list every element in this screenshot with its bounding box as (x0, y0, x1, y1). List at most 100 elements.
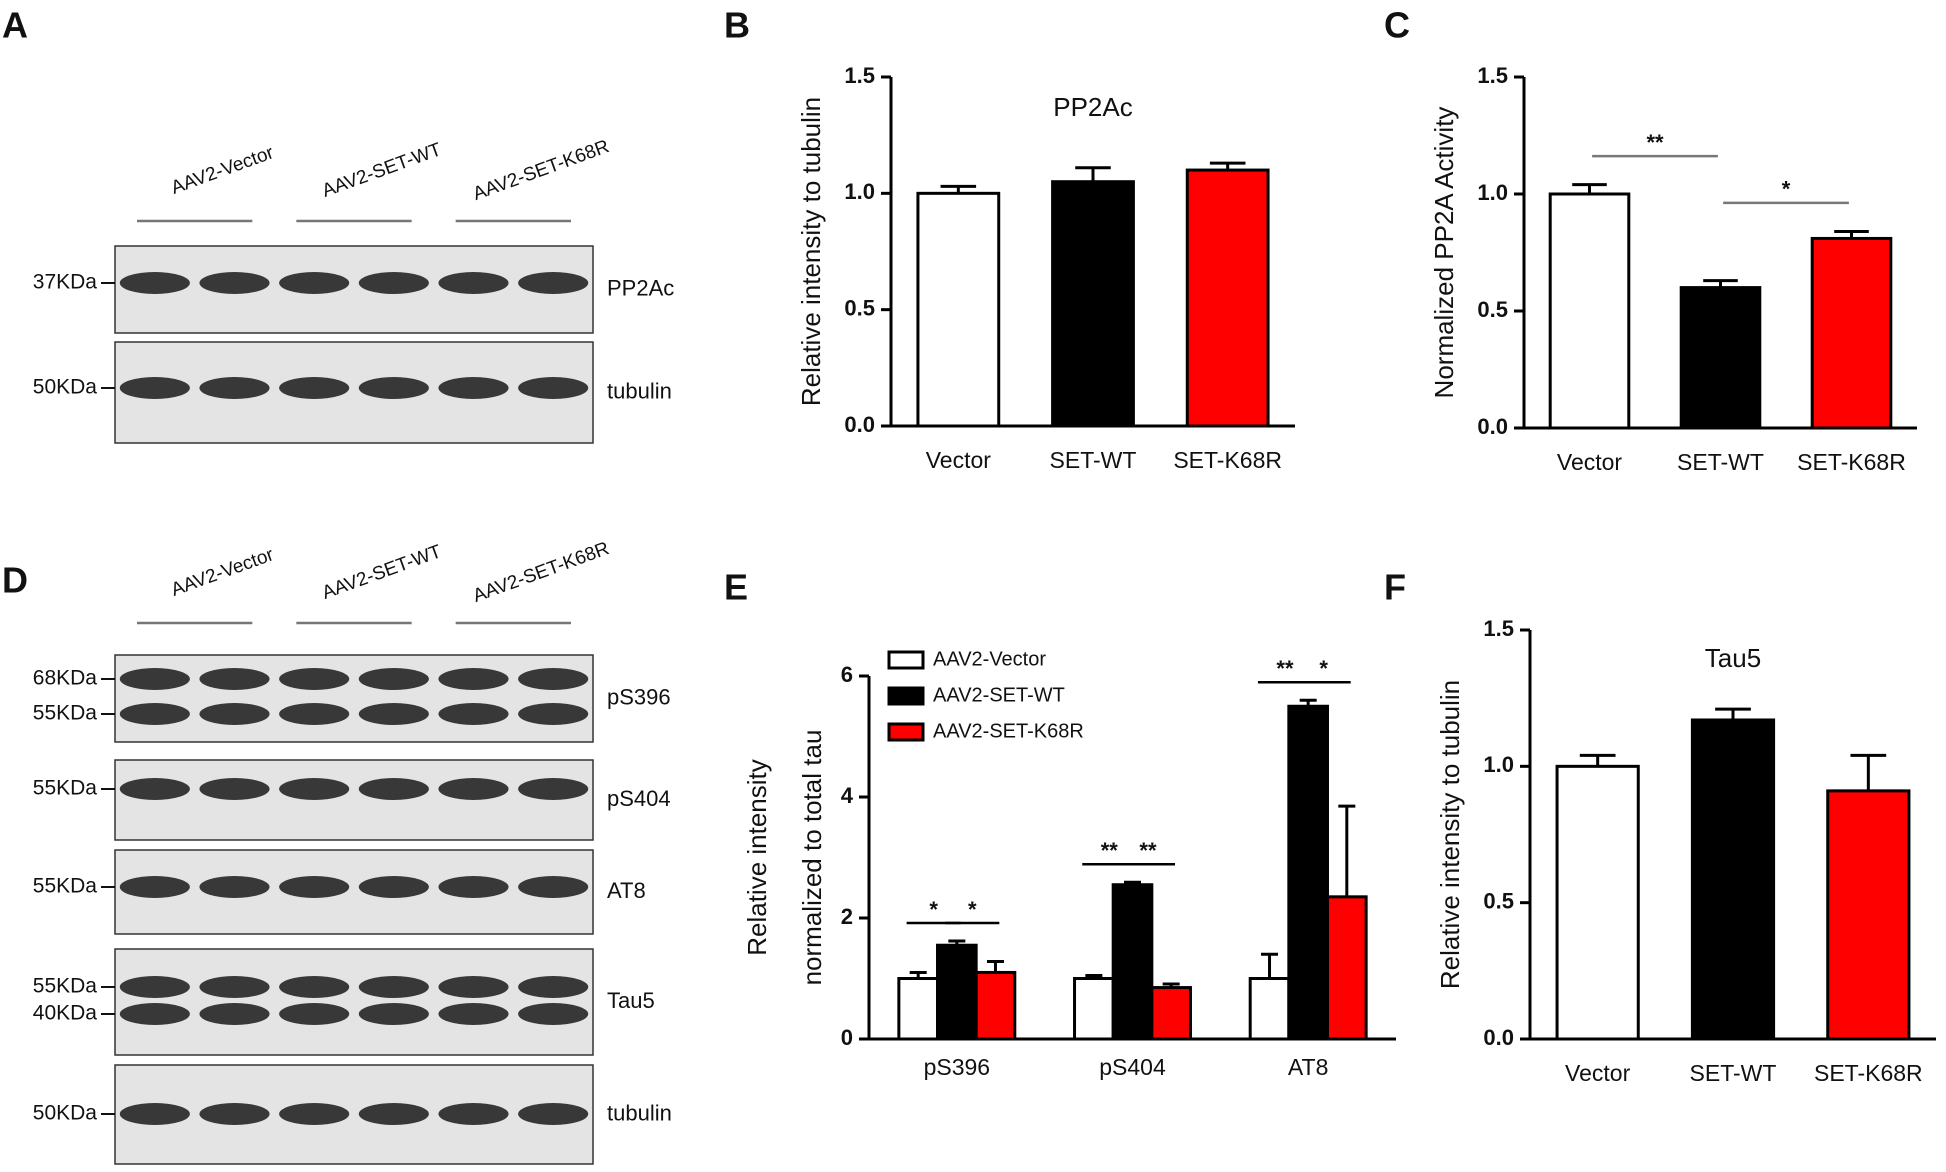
y-tick-label: 0.0 (844, 412, 875, 437)
y-axis-label: Relative intensity (742, 759, 772, 956)
blot-band (119, 778, 190, 800)
bar (1287, 704, 1329, 1041)
blot-band (358, 876, 429, 898)
bar (1826, 789, 1911, 1041)
blot-band (279, 272, 350, 294)
bar (916, 191, 1001, 428)
row-label: tubulin (607, 378, 672, 403)
group-label: AAV2-SET-K68R (470, 538, 612, 607)
y-tick-label: 0.0 (1483, 1025, 1514, 1050)
blot-band (518, 1103, 589, 1125)
blot-band (358, 778, 429, 800)
blot-band (119, 1103, 190, 1125)
x-tick-label: SET-WT (1690, 1060, 1777, 1086)
bar (974, 970, 1017, 1041)
significance-label: ** (1139, 838, 1157, 863)
blot-band (199, 1003, 270, 1025)
blot-band (199, 377, 270, 399)
row-label: AT8 (607, 878, 646, 903)
y-tick-label: 0.5 (1477, 297, 1508, 322)
marker-label: 55KDa (33, 875, 98, 898)
row-label: pS404 (607, 786, 671, 811)
blot-band (358, 976, 429, 998)
marker-label: 55KDa (33, 975, 98, 998)
marker-label: 37KDa (33, 271, 98, 294)
x-tick-label: SET-WT (1050, 447, 1137, 473)
group-label: AAV2-SET-WT (319, 139, 444, 202)
chart-title: PP2Ac (1053, 92, 1133, 122)
legend-label: AAV2-SET-WT (933, 684, 1065, 706)
bar (1555, 764, 1640, 1041)
blot-band (119, 272, 190, 294)
blot-box (114, 1064, 594, 1165)
blot-band (279, 668, 350, 690)
legend-swatch (887, 722, 925, 742)
y-tick-label: 0 (841, 1025, 853, 1050)
y-tick-label: 1.0 (1483, 752, 1514, 777)
chart-title: Tau5 (1705, 643, 1761, 673)
marker-label: 50KDa (33, 376, 98, 399)
blot-band (119, 703, 190, 725)
blot-band (438, 272, 509, 294)
significance-label: ** (1276, 656, 1294, 681)
x-tick-label: SET-K68R (1173, 447, 1282, 473)
blot-band (279, 703, 350, 725)
blot-box (114, 654, 594, 743)
blot-band (279, 976, 350, 998)
x-tick-label: pS404 (1099, 1054, 1166, 1080)
blot-band (279, 876, 350, 898)
legend-label: AAV2-SET-K68R (933, 720, 1084, 742)
x-tick-label: Vector (1557, 449, 1623, 475)
blot-band (358, 703, 429, 725)
x-tick-label: SET-WT (1677, 449, 1764, 475)
blot-band (358, 272, 429, 294)
y-axis-label: Relative intensity to tubulin (796, 97, 826, 406)
bar (1325, 895, 1368, 1041)
panel-letter: E (724, 567, 748, 608)
blot-band (518, 976, 589, 998)
row-label: Tau5 (607, 988, 655, 1013)
blot-band (438, 976, 509, 998)
blot-band (518, 668, 589, 690)
marker-label: 40KDa (33, 1002, 98, 1025)
marker-label: 55KDa (33, 702, 98, 725)
blot-band (279, 1003, 350, 1025)
legend-swatch (887, 650, 925, 670)
row-label: PP2Ac (607, 275, 674, 300)
blot-band (119, 377, 190, 399)
panel-letter: A (2, 5, 28, 46)
bar (1548, 192, 1631, 430)
legend-swatch (887, 686, 925, 706)
blot-band (119, 876, 190, 898)
marker-label: 50KDa (33, 1102, 98, 1125)
y-tick-label: 1.5 (1477, 63, 1508, 88)
panel-letter: C (1384, 5, 1410, 46)
x-tick-label: SET-K68R (1797, 449, 1906, 475)
blot-box (114, 948, 594, 1056)
panel-letter: F (1384, 567, 1406, 608)
blot-band (119, 1003, 190, 1025)
blot-band (358, 377, 429, 399)
y-tick-label: 6 (841, 662, 853, 687)
blot-band (518, 1003, 589, 1025)
x-tick-label: Vector (926, 447, 992, 473)
blot-band (518, 876, 589, 898)
y-tick-label: 2 (841, 904, 853, 929)
y-tick-label: 1.5 (844, 63, 875, 88)
y-tick-label: 0.5 (1483, 888, 1514, 913)
x-tick-label: pS396 (924, 1054, 991, 1080)
y-tick-label: 1.0 (1477, 180, 1508, 205)
bar (1150, 986, 1192, 1041)
row-label: pS396 (607, 684, 671, 709)
blot-box (114, 849, 594, 935)
y-tick-label: 0.5 (844, 295, 875, 320)
y-tick-label: 4 (841, 783, 854, 808)
bar (1248, 977, 1291, 1041)
bar (1111, 883, 1154, 1041)
x-tick-label: AT8 (1288, 1054, 1328, 1080)
significance-label: * (968, 897, 977, 922)
blot-band (199, 703, 270, 725)
blot-band (199, 668, 270, 690)
